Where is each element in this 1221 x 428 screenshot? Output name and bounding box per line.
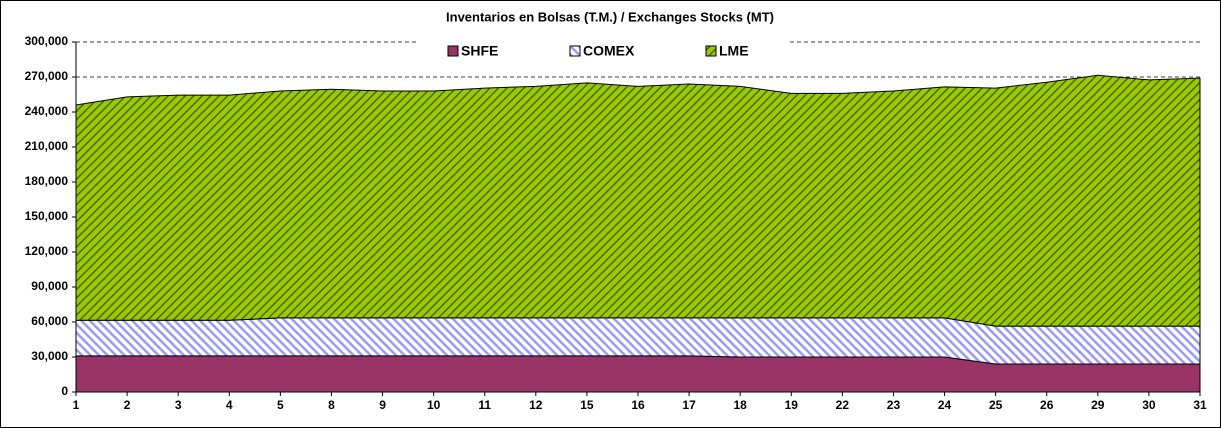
- x-tick-label: 8: [328, 398, 335, 412]
- y-tick-label: 0: [61, 384, 68, 398]
- y-tick-label: 60,000: [31, 314, 68, 328]
- y-tick-label: 150,000: [25, 209, 69, 223]
- x-tick-label: 3: [175, 398, 182, 412]
- y-tick-label: 30,000: [31, 349, 68, 363]
- y-tick-label: 270,000: [25, 69, 69, 83]
- legend-label: COMEX: [583, 43, 635, 59]
- chart-title: Inventarios en Bolsas (T.M.) / Exchanges…: [446, 9, 774, 24]
- y-tick-label: 300,000: [25, 34, 69, 48]
- x-tick-label: 1: [73, 398, 80, 412]
- x-tick-label: 29: [1091, 398, 1105, 412]
- x-tick-label: 19: [785, 398, 799, 412]
- y-tick-label: 90,000: [31, 279, 68, 293]
- x-tick-label: 11: [478, 398, 491, 412]
- x-tick-label: 4: [226, 398, 233, 412]
- x-tick-label: 9: [379, 398, 386, 412]
- y-tick-label: 210,000: [25, 139, 69, 153]
- x-tick-label: 12: [529, 398, 543, 412]
- legend-swatch: [569, 45, 581, 57]
- x-tick-label: 25: [989, 398, 1003, 412]
- y-tick-label: 120,000: [25, 244, 69, 258]
- x-tick-label: 17: [682, 398, 696, 412]
- legend-label: LME: [719, 43, 749, 59]
- legend-swatch: [447, 45, 459, 57]
- y-tick-label: 180,000: [25, 174, 69, 188]
- y-tick-label: 240,000: [25, 104, 69, 118]
- x-tick-label: 31: [1193, 398, 1207, 412]
- x-tick-label: 16: [631, 398, 645, 412]
- x-tick-label: 24: [938, 398, 952, 412]
- x-tick-label: 2: [124, 398, 131, 412]
- x-tick-label: 26: [1040, 398, 1054, 412]
- x-tick-label: 30: [1142, 398, 1156, 412]
- x-tick-label: 5: [277, 398, 284, 412]
- x-tick-label: 23: [887, 398, 901, 412]
- legend-swatch: [705, 45, 717, 57]
- x-tick-label: 15: [580, 398, 594, 412]
- x-tick-label: 10: [427, 398, 441, 412]
- x-tick-label: 18: [734, 398, 748, 412]
- legend-box: [418, 36, 790, 66]
- legend-label: SHFE: [461, 43, 498, 59]
- x-tick-label: 22: [836, 398, 850, 412]
- area-lme: [75, 74, 1201, 327]
